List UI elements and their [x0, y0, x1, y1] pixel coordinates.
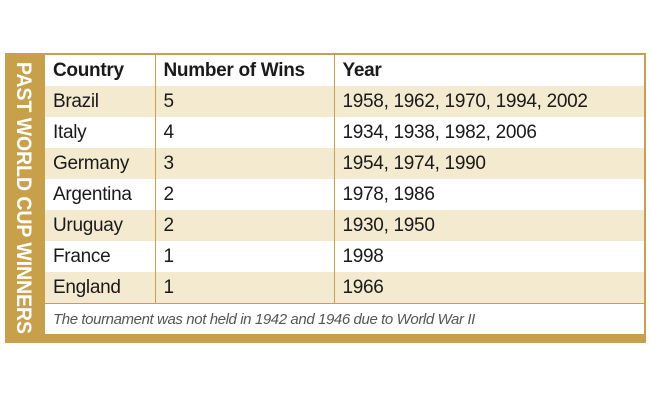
- table-row: England 1 1966: [45, 272, 644, 303]
- country-cell: Uruguay: [45, 210, 156, 241]
- winners-table: Country Number of Wins Year Brazil 5 195…: [45, 55, 644, 303]
- side-title-text: PAST WORLD CUP WINNERS: [12, 62, 35, 334]
- table-row: Germany 3 1954, 1974, 1990: [45, 148, 644, 179]
- table-row: Uruguay 2 1930, 1950: [45, 210, 644, 241]
- wins-cell: 1: [155, 272, 335, 303]
- country-cell: Argentina: [45, 179, 156, 210]
- table-row: Brazil 5 1958, 1962, 1970, 1994, 2002: [45, 86, 644, 117]
- table-row: France 1 1998: [45, 241, 644, 272]
- years-cell: 1958, 1962, 1970, 1994, 2002: [334, 86, 644, 117]
- country-cell: England: [45, 272, 156, 303]
- wins-cell: 4: [155, 117, 335, 148]
- wins-cell: 3: [155, 148, 335, 179]
- country-cell: France: [45, 241, 156, 272]
- side-title: PAST WORLD CUP WINNERS: [5, 53, 43, 343]
- years-cell: 1998: [334, 241, 644, 272]
- country-cell: Brazil: [45, 86, 156, 117]
- header-year: Year: [334, 55, 644, 86]
- wins-cell: 2: [155, 179, 335, 210]
- wins-cell: 5: [155, 86, 335, 117]
- header-row: Country Number of Wins Year: [45, 55, 644, 86]
- country-cell: Italy: [45, 117, 156, 148]
- winners-table-container: Country Number of Wins Year Brazil 5 195…: [45, 55, 644, 341]
- years-cell: 1978, 1986: [334, 179, 644, 210]
- header-wins: Number of Wins: [155, 55, 335, 86]
- header-country: Country: [45, 55, 156, 86]
- years-cell: 1954, 1974, 1990: [334, 148, 644, 179]
- wins-cell: 1: [155, 241, 335, 272]
- years-cell: 1934, 1938, 1982, 2006: [334, 117, 644, 148]
- country-cell: Germany: [45, 148, 156, 179]
- footnote: The tournament was not held in 1942 and …: [45, 303, 644, 334]
- table-row: Argentina 2 1978, 1986: [45, 179, 644, 210]
- wins-cell: 2: [155, 210, 335, 241]
- years-cell: 1930, 1950: [334, 210, 644, 241]
- years-cell: 1966: [334, 272, 644, 303]
- table-row: Italy 4 1934, 1938, 1982, 2006: [45, 117, 644, 148]
